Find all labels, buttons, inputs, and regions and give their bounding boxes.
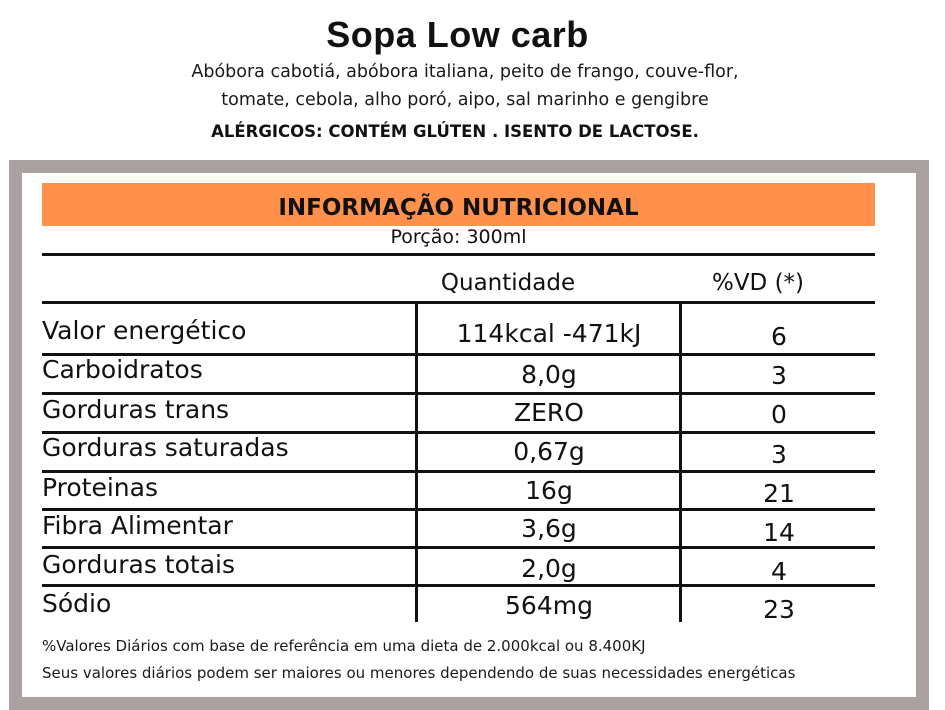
column-divider: [415, 302, 418, 622]
rule-row: [42, 392, 875, 395]
row-vd: 23: [763, 595, 795, 624]
nutrition-label-frame: [9, 160, 929, 710]
column-divider: [679, 302, 682, 622]
column-header-quantity: Quantidade: [440, 270, 576, 296]
ingredients-line-1: Abóbora cabotiá, abóbora italiana, peito…: [191, 62, 739, 82]
allergens-notice: ALÉRGICOS: CONTÉM GLÚTEN . ISENTO DE LAC…: [211, 122, 699, 141]
ingredients-line-2: tomate, cebola, alho poró, aipo, sal mar…: [221, 90, 709, 110]
rule-header: [42, 301, 875, 304]
row-vd: 3: [771, 440, 787, 469]
row-vd: 14: [763, 518, 795, 547]
row-quantity: ZERO: [514, 398, 584, 427]
rule-row: [42, 353, 875, 356]
row-name: Sódio: [42, 589, 112, 618]
portion-size: Porção: 300ml: [390, 226, 527, 248]
row-name: Proteinas: [42, 473, 158, 502]
rule-row: [42, 431, 875, 434]
footnote-disclaimer: Seus valores diários podem ser maiores o…: [42, 664, 796, 682]
row-quantity: 564mg: [505, 591, 593, 620]
row-quantity: 3,6g: [521, 514, 577, 543]
row-quantity: 0,67g: [513, 437, 585, 466]
footnote-daily-values: %Valores Diários com base de referência …: [42, 637, 646, 655]
row-name: Carboidratos: [42, 355, 203, 384]
row-vd: 6: [771, 322, 787, 351]
row-vd: 4: [771, 557, 787, 586]
row-name: Fibra Alimentar: [42, 511, 233, 540]
row-quantity: 8,0g: [521, 360, 577, 389]
row-name: Gorduras trans: [42, 395, 230, 424]
product-title: Sopa Low carb: [326, 14, 589, 55]
row-vd: 3: [771, 361, 787, 390]
rule-row: [42, 470, 875, 473]
row-name: Valor energético: [42, 316, 247, 345]
rule-row: [42, 546, 875, 549]
rule-row: [42, 508, 875, 511]
ingredients-list: Abóbora cabotiá, abóbora italiana, peito…: [140, 58, 790, 114]
row-name: Gorduras totais: [42, 550, 235, 579]
rule-top: [42, 253, 875, 256]
column-header-vd: %VD (*): [711, 270, 805, 296]
row-quantity: 114kcal -471kJ: [456, 319, 642, 348]
row-quantity: 16g: [525, 476, 573, 505]
nutrition-header: INFORMAÇÃO NUTRICIONAL: [42, 183, 875, 226]
rule-row: [42, 584, 875, 587]
row-vd: 0: [771, 400, 787, 429]
row-name: Gorduras saturadas: [42, 433, 289, 462]
row-vd: 21: [763, 479, 795, 508]
row-quantity: 2,0g: [521, 554, 577, 583]
